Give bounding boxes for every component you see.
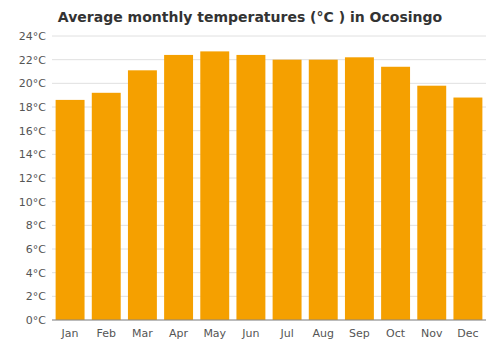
grid-line — [52, 320, 486, 321]
y-tick-label: 6°C — [26, 243, 46, 256]
y-tick-label: 2°C — [26, 290, 46, 303]
y-tick-label: 18°C — [19, 101, 46, 114]
x-tick-label: Jul — [279, 327, 293, 340]
y-tick-label: 12°C — [19, 172, 46, 185]
y-tick-label: 8°C — [26, 219, 46, 232]
y-axis: 0°C 2°C 4°C 6°C 8°C 10°C 12°C 14°C 16°C 18°C 20°C 2… — [19, 30, 46, 327]
bar — [273, 60, 302, 320]
bar — [453, 98, 482, 320]
x-axis: Jan Feb Mar Apr May Jun Jul Aug Sep Oct Nov Dec — [52, 320, 486, 340]
x-tick-label: Aug — [313, 327, 334, 340]
x-tick-label: May — [203, 327, 226, 340]
bar — [92, 93, 121, 320]
grid-line — [52, 36, 486, 37]
chart-title: Average monthly temperatures (°C ) in Oc… — [58, 9, 443, 25]
bar — [56, 100, 85, 320]
x-tick-label: Dec — [457, 327, 478, 340]
chart-svg: 0°C 2°C 4°C 6°C 8°C 10°C 12°C 14°C 16°C 18°C 20°C 2… — [0, 0, 500, 350]
y-tick-label: 0°C — [26, 314, 46, 327]
y-tick-label: 22°C — [19, 54, 46, 67]
bar — [128, 70, 157, 320]
y-tick-label: 4°C — [26, 267, 46, 280]
x-tick-label: Apr — [169, 327, 189, 340]
x-tick-label: Nov — [421, 327, 443, 340]
bar — [381, 67, 410, 320]
chart-container: 0°C 2°C 4°C 6°C 8°C 10°C 12°C 14°C 16°C 18°C 20°C 2… — [0, 0, 500, 350]
x-tick-label: Jun — [241, 327, 259, 340]
y-tick-label: 16°C — [19, 125, 46, 138]
bar — [236, 55, 265, 320]
x-axis-line — [52, 320, 486, 321]
bar — [164, 55, 193, 320]
bar — [309, 60, 338, 320]
y-tick-label: 14°C — [19, 148, 46, 161]
x-tick-label: Mar — [132, 327, 153, 340]
grid-line — [52, 83, 486, 84]
x-tick-label: Oct — [386, 327, 406, 340]
grid — [52, 36, 486, 320]
x-tick-label: Feb — [97, 327, 116, 340]
grid-line — [52, 59, 486, 60]
bars — [56, 51, 483, 320]
x-tick-label: Sep — [349, 327, 370, 340]
y-tick-label: 20°C — [19, 77, 46, 90]
bar — [345, 57, 374, 320]
y-tick-label: 24°C — [19, 30, 46, 43]
bar — [417, 86, 446, 320]
bar — [200, 51, 229, 320]
y-tick-label: 10°C — [19, 196, 46, 209]
x-tick-label: Jan — [61, 327, 79, 340]
